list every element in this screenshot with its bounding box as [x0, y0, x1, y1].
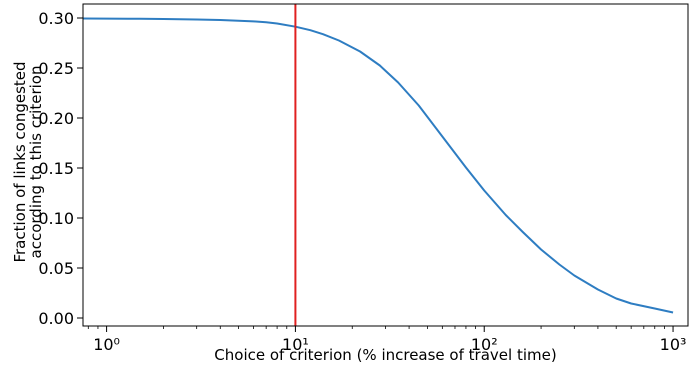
y-tick-label: 0.30 — [38, 9, 74, 28]
x-axis-ticks: 10⁰ 10¹ 10² 10³ — [93, 326, 686, 354]
y-axis-label-line: according to this criterion — [27, 66, 45, 259]
x-tick-label: 10⁰ — [93, 335, 120, 354]
x-tick-label: 10² — [471, 335, 498, 354]
x-tick-label: 10³ — [660, 335, 687, 354]
y-axis-ticks: 0.00 0.05 0.10 0.15 0.20 0.25 0.30 — [38, 9, 83, 328]
y-tick-label: 0.20 — [38, 109, 74, 128]
y-tick-label: 0.25 — [38, 59, 74, 78]
plot-area — [83, 4, 688, 326]
axes-frame — [82, 3, 689, 327]
y-tick-label: 0.05 — [38, 259, 74, 278]
series-line — [82, 17, 674, 314]
x-axis-label: Choice of criterion (% increase of trave… — [214, 346, 556, 364]
y-tick-label: 0.15 — [38, 159, 74, 178]
y-tick-label: 0.10 — [38, 209, 74, 228]
y-axis-label-line: Fraction of links congested — [11, 61, 29, 262]
x-tick-label: 10¹ — [282, 335, 309, 354]
y-axis-label: Fraction of links congestedaccording to … — [11, 61, 45, 262]
y-tick-label: 0.00 — [38, 309, 74, 328]
series — [82, 17, 674, 314]
